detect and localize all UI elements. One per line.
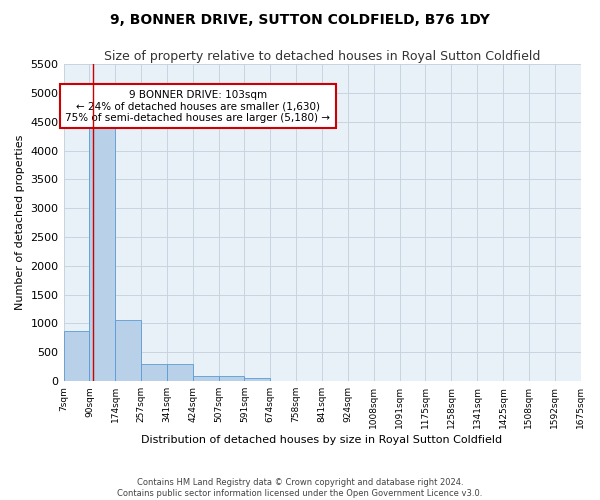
Text: 9, BONNER DRIVE, SUTTON COLDFIELD, B76 1DY: 9, BONNER DRIVE, SUTTON COLDFIELD, B76 1…	[110, 12, 490, 26]
Bar	[64, 331, 89, 381]
Title: Size of property relative to detached houses in Royal Sutton Coldfield: Size of property relative to detached ho…	[104, 50, 540, 63]
Bar	[167, 364, 193, 381]
Y-axis label: Number of detached properties: Number of detached properties	[15, 135, 25, 310]
Text: 9 BONNER DRIVE: 103sqm
← 24% of detached houses are smaller (1,630)
75% of semi-: 9 BONNER DRIVE: 103sqm ← 24% of detached…	[65, 90, 331, 122]
Bar	[89, 118, 115, 381]
Bar	[193, 376, 218, 381]
Text: Contains HM Land Registry data © Crown copyright and database right 2024.
Contai: Contains HM Land Registry data © Crown c…	[118, 478, 482, 498]
Bar	[115, 320, 141, 381]
X-axis label: Distribution of detached houses by size in Royal Sutton Coldfield: Distribution of detached houses by size …	[142, 435, 503, 445]
Bar	[244, 378, 271, 381]
Bar	[141, 364, 167, 381]
Bar	[218, 376, 244, 381]
